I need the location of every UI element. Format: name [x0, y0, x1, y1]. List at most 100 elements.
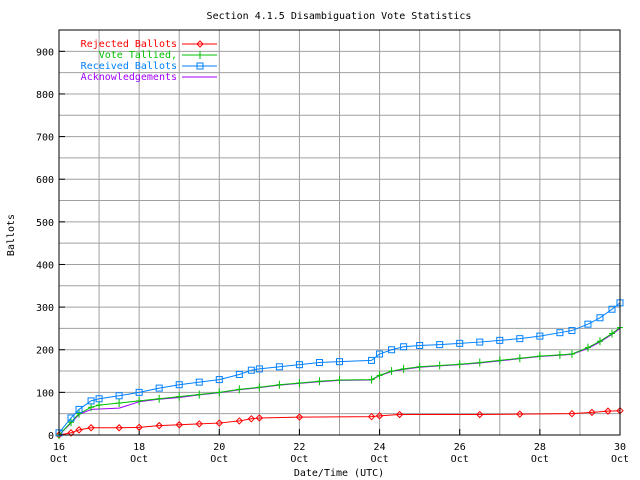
data-point	[215, 419, 223, 427]
data-point	[88, 403, 95, 412]
x-tick-label-month: Oct	[531, 454, 549, 465]
x-tick-label: 28	[534, 442, 546, 453]
data-point	[67, 414, 75, 422]
data-point	[235, 417, 244, 425]
data-point	[216, 388, 223, 397]
series-line-rejected-ballots	[58, 410, 621, 436]
data-point	[456, 339, 464, 347]
y-axis-label: Ballots	[6, 214, 17, 256]
data-point	[596, 337, 603, 346]
data-point	[604, 407, 612, 415]
data-point	[175, 421, 183, 429]
data-point	[556, 350, 563, 359]
data-point	[115, 392, 123, 400]
data-point	[536, 332, 544, 340]
legend-marker	[196, 40, 204, 48]
plot-frame	[58, 29, 621, 436]
x-tick-label-month: Oct	[50, 454, 68, 465]
data-point	[295, 361, 303, 369]
data-point	[256, 383, 263, 392]
data-point	[476, 410, 484, 419]
data-point	[588, 408, 596, 417]
y-tick-label: 200	[36, 346, 54, 357]
data-point	[568, 327, 576, 335]
data-point	[175, 381, 183, 389]
data-point	[135, 423, 143, 432]
data-point	[176, 392, 183, 401]
data-point	[76, 409, 83, 418]
series-line-vote-tallied-	[58, 327, 621, 436]
data-point	[596, 314, 604, 322]
data-point	[136, 396, 143, 405]
legend-marker	[196, 62, 204, 70]
data-point	[556, 329, 564, 337]
data-point	[196, 390, 203, 399]
data-point	[400, 343, 408, 351]
data-point	[296, 378, 303, 387]
data-point	[315, 359, 323, 367]
x-tick-label: 30	[614, 442, 626, 453]
data-point	[275, 363, 283, 371]
data-point	[276, 380, 283, 389]
data-point	[316, 377, 323, 386]
data-point	[235, 370, 243, 378]
data-point	[155, 421, 163, 430]
x-tick-label-month: Oct	[611, 454, 629, 465]
series-line-received-ballots	[58, 302, 621, 434]
chart-title: Section 4.1.5 Disambiguation Vote Statis…	[207, 11, 472, 22]
legend-marker	[197, 51, 203, 59]
y-tick-label: 700	[36, 133, 54, 144]
x-tick-label-month: Oct	[210, 454, 228, 465]
data-point	[375, 412, 384, 420]
x-tick-label: 18	[133, 442, 145, 453]
data-point	[568, 409, 576, 418]
data-point	[400, 364, 407, 373]
y-tick-label: 900	[36, 47, 54, 58]
data-point	[584, 320, 592, 328]
data-point	[388, 346, 396, 354]
legend-label: Received Ballots	[81, 61, 177, 72]
data-point	[75, 405, 83, 413]
data-point	[155, 384, 163, 392]
data-point	[135, 388, 143, 396]
data-point	[608, 305, 616, 313]
data-point	[247, 366, 255, 374]
data-point	[476, 338, 484, 346]
x-tick-label: 26	[454, 442, 466, 453]
data-point	[536, 352, 543, 361]
data-point	[516, 354, 523, 363]
legend-label: Acknowledgements	[81, 72, 177, 83]
x-tick-label: 24	[374, 442, 386, 453]
x-tick-label: 22	[293, 442, 305, 453]
data-point	[87, 397, 95, 405]
x-tick-label-month: Oct	[451, 454, 469, 465]
y-tick-label: 800	[36, 90, 54, 101]
data-point	[584, 343, 591, 352]
data-point	[516, 335, 524, 343]
data-point	[336, 358, 343, 366]
x-tick-label: 16	[53, 442, 65, 453]
data-point	[295, 413, 304, 421]
data-point	[116, 399, 123, 408]
data-point	[416, 341, 424, 349]
legend-label: Vote Tallied,	[99, 50, 177, 61]
data-point	[436, 341, 444, 349]
data-point	[115, 424, 123, 432]
data-point	[96, 401, 103, 410]
data-point	[568, 350, 575, 358]
data-point	[336, 376, 343, 385]
data-point	[395, 410, 404, 419]
data-point	[95, 395, 103, 403]
x-tick-label-month: Oct	[130, 454, 148, 465]
data-point	[376, 350, 384, 358]
data-point	[476, 358, 483, 367]
data-point	[75, 426, 83, 434]
data-point	[255, 414, 264, 422]
x-tick-label-month: Oct	[290, 454, 308, 465]
y-tick-label: 500	[36, 218, 54, 229]
x-tick-label-month: Oct	[371, 454, 389, 465]
data-point	[368, 356, 376, 364]
y-tick-label: 300	[36, 303, 54, 314]
